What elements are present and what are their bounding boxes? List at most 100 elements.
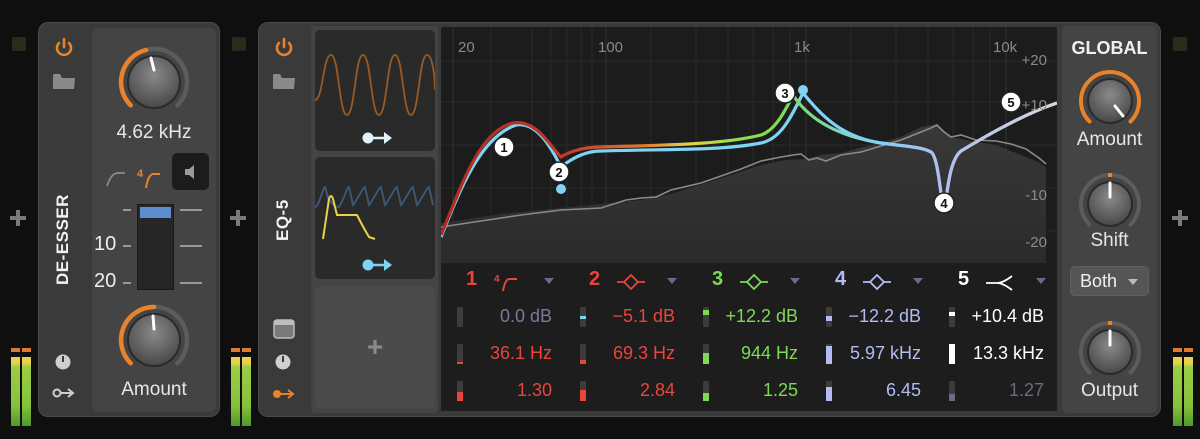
folder-icon[interactable]	[52, 71, 76, 91]
band-q[interactable]: 1.27	[1008, 380, 1044, 400]
band-type-dropdown-arrow[interactable]	[667, 278, 677, 284]
band-type-dropdown-arrow[interactable]	[790, 278, 800, 284]
frequency-knob[interactable]	[114, 42, 194, 122]
band-node-4[interactable]: 4	[933, 192, 955, 214]
db-label-plus20: +20	[1021, 52, 1047, 69]
power-icon[interactable]	[273, 37, 295, 59]
band-q[interactable]: 1.25	[762, 380, 798, 400]
band-node-1[interactable]: 1	[493, 136, 515, 158]
mode-dropdown[interactable]: Both	[1070, 266, 1149, 296]
band-frequency[interactable]: 5.97 kHz	[849, 343, 921, 363]
band-q[interactable]: 1.30	[516, 380, 552, 400]
plus-icon: +	[366, 331, 384, 362]
band-node-3[interactable]: 3	[774, 82, 796, 104]
modulator-routing-icon[interactable]	[272, 387, 296, 401]
band-gain[interactable]: −12.2 dB	[848, 306, 921, 326]
svg-text:5: 5	[1007, 95, 1014, 110]
q-mini-meter	[949, 381, 955, 401]
db-label-minus20: -20	[1025, 234, 1047, 251]
band-q[interactable]: 2.84	[639, 380, 675, 400]
adsr-wave-icon	[315, 186, 434, 240]
highpass-filter-icon[interactable]	[105, 170, 127, 188]
level-meter	[231, 348, 251, 426]
global-amount-label: Amount	[1076, 129, 1143, 150]
band-gain[interactable]: −5.1 dB	[612, 306, 675, 326]
meter-scale-20: 20	[94, 270, 117, 292]
modulation-route-icon[interactable]	[362, 257, 394, 273]
gain-mini-meter	[457, 307, 463, 327]
add-modulator-button[interactable]: +	[315, 286, 435, 408]
modulation-icon[interactable]	[274, 353, 292, 371]
4th-order-highpass-filter-icon[interactable]: 4	[136, 166, 162, 190]
device-name: EQ-5	[273, 199, 292, 241]
q-mini-meter	[826, 381, 832, 401]
insert-device-button[interactable]	[229, 209, 247, 227]
folder-icon[interactable]	[272, 71, 296, 91]
band-1-column: 1 4 0.0 dB 36.1 Hz 1.30	[441, 263, 566, 413]
svg-text:2: 2	[555, 165, 562, 180]
chain-slot-indicator	[12, 37, 26, 51]
band-type-dropdown-arrow[interactable]	[1036, 278, 1046, 284]
listen-button[interactable]	[172, 153, 209, 190]
frequency-value[interactable]: 4.62 kHz	[116, 122, 192, 143]
band-number[interactable]: 5	[958, 268, 970, 290]
bell-filter-icon[interactable]	[616, 272, 646, 292]
amount-knob[interactable]	[114, 300, 194, 380]
shift-knob[interactable]	[1075, 169, 1145, 239]
gain-mini-meter	[826, 307, 832, 327]
output-knob[interactable]	[1075, 317, 1145, 387]
lfo-modulator[interactable]	[315, 30, 435, 151]
svg-text:4: 4	[137, 168, 144, 180]
bell-filter-icon[interactable]	[862, 272, 892, 292]
global-section: GLOBAL Amount Shift Both Output	[1062, 26, 1157, 413]
insert-device-button[interactable]	[9, 209, 27, 227]
band-q[interactable]: 6.45	[885, 380, 921, 400]
freq-mini-meter	[949, 344, 955, 364]
4th-order-highpass-icon[interactable]: 4	[493, 272, 521, 292]
freq-label-10k: 10k	[993, 39, 1018, 56]
window-icon[interactable]	[273, 319, 295, 339]
band-gain[interactable]: +10.4 dB	[971, 306, 1044, 326]
band-parameters: 1 4 0.0 dB 36.1 Hz 1.30 2	[441, 263, 1057, 411]
band-frequency[interactable]: 944 Hz	[740, 343, 798, 363]
q-mini-meter	[703, 381, 709, 401]
band-type-dropdown-arrow[interactable]	[913, 278, 923, 284]
modulation-route-icon[interactable]	[362, 130, 394, 146]
eq-curve-display[interactable]: 1 2 3 4 5	[441, 27, 1057, 270]
level-meter	[1173, 348, 1193, 426]
band-node-5[interactable]: 5	[1000, 91, 1022, 113]
svg-text:4: 4	[940, 196, 948, 211]
modulation-icon[interactable]	[54, 353, 72, 371]
svg-text:4: 4	[494, 274, 500, 285]
global-amount-knob[interactable]	[1075, 66, 1145, 136]
envelope-modulator[interactable]	[315, 157, 435, 279]
band-frequency[interactable]: 69.3 Hz	[612, 343, 675, 363]
de-esser-device: DE-ESSER 4.62 kHz 4	[38, 22, 220, 417]
band-gain[interactable]: 0.0 dB	[499, 306, 552, 326]
gain-mini-meter	[703, 307, 709, 327]
band-number[interactable]: 4	[835, 268, 847, 290]
band-type-dropdown-arrow[interactable]	[544, 278, 554, 284]
band-gain[interactable]: +12.2 dB	[725, 306, 798, 326]
chevron-down-icon	[1128, 279, 1138, 285]
svg-text:1: 1	[500, 140, 507, 155]
gain-mini-meter	[949, 307, 955, 327]
power-icon[interactable]	[53, 37, 75, 59]
meter-scale-10: 10	[94, 233, 117, 255]
band-frequency[interactable]: 36.1 Hz	[489, 343, 552, 363]
freq-mini-meter	[580, 344, 586, 364]
band-number[interactable]: 2	[589, 268, 601, 290]
band-number[interactable]: 1	[466, 268, 478, 290]
band-node-2[interactable]: 2	[548, 161, 570, 183]
band-2-column: 2 −5.1 dB 69.3 Hz 2.84	[564, 263, 689, 413]
bell-filter-icon[interactable]	[739, 272, 769, 292]
band-number[interactable]: 3	[712, 268, 724, 290]
high-shelf-icon[interactable]	[985, 272, 1015, 292]
band-frequency[interactable]: 13.3 kHz	[972, 343, 1044, 363]
shift-label: Shift	[1090, 230, 1129, 251]
insert-device-button[interactable]	[1171, 209, 1189, 227]
freq-mini-meter	[457, 344, 463, 364]
de-esser-controls: 4.62 kHz 4 10 20	[92, 28, 216, 412]
eq-frequency-graph[interactable]: 1 2 3 4 5 20 100 1k 10k +20 +10 -10 -20	[441, 27, 1057, 270]
sidechain-routing-icon[interactable]	[52, 386, 76, 400]
